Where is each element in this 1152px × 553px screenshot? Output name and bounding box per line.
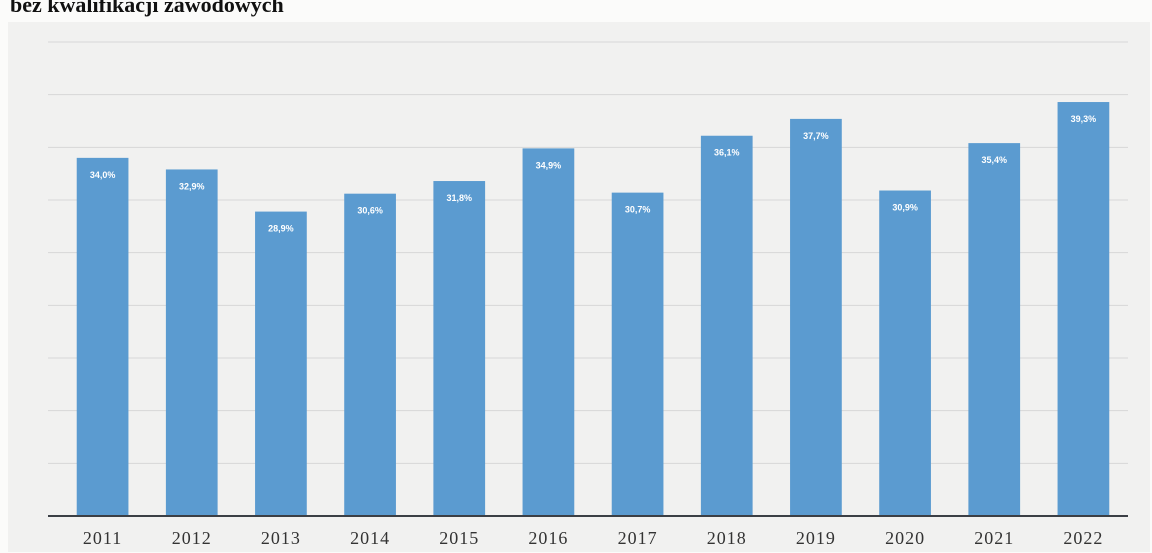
- data-label-2019: 37,7%: [803, 131, 829, 141]
- data-label-2015: 31,8%: [446, 193, 472, 203]
- bar-2013: [255, 211, 307, 516]
- data-label-2014: 30,6%: [357, 206, 383, 216]
- x-tick-2018: 2018: [707, 528, 747, 548]
- bar-chart: 34,0% 32,9% 28,9% 30,6% 31,8% 34,9% 30,7% 36,1%…: [48, 41, 1128, 548]
- chart-title: bez kwalifikacji zawodowych: [10, 0, 284, 17]
- bar-2022: [1057, 102, 1110, 516]
- bar-2021: [968, 143, 1021, 516]
- x-tick-labels: 2011 2012 2013 2014 2015 2016 2017 2018 2019 2020…: [83, 528, 1103, 548]
- bar-2012: [165, 169, 218, 516]
- data-label-2022: 39,3%: [1071, 114, 1097, 124]
- gridlines: [48, 41, 1128, 464]
- data-label-2018: 36,1%: [714, 148, 740, 158]
- x-tick-2017: 2017: [618, 528, 658, 548]
- bar-2020: [879, 190, 931, 516]
- x-tick-2022: 2022: [1063, 528, 1103, 548]
- bar-2014: [344, 193, 396, 516]
- data-label-2013: 28,9%: [268, 224, 294, 234]
- x-tick-2014: 2014: [350, 528, 390, 548]
- bar-2017: [611, 192, 664, 517]
- chart-area: 34,0% 32,9% 28,9% 30,6% 31,8% 34,9% 30,7% 36,1%…: [8, 22, 1150, 552]
- x-tick-2021: 2021: [974, 528, 1014, 548]
- x-tick-2012: 2012: [172, 528, 212, 548]
- data-label-2012: 32,9%: [179, 181, 205, 191]
- x-tick-2011: 2011: [83, 528, 122, 548]
- x-tick-2019: 2019: [796, 528, 836, 548]
- x-tick-2020: 2020: [885, 528, 925, 548]
- x-tick-2016: 2016: [528, 528, 568, 548]
- data-label-2020: 30,9%: [892, 203, 918, 213]
- data-label-2011: 34,0%: [90, 170, 116, 180]
- data-label-2016: 34,9%: [536, 160, 562, 170]
- x-tick-2015: 2015: [439, 528, 479, 548]
- bar-2016: [522, 148, 575, 516]
- x-tick-2013: 2013: [261, 528, 301, 548]
- bars: [76, 102, 1110, 517]
- data-label-2017: 30,7%: [625, 205, 651, 215]
- bar-2019: [790, 118, 842, 516]
- bar-2015: [433, 181, 486, 517]
- data-label-2021: 35,4%: [981, 155, 1007, 165]
- bar-2011: [76, 157, 129, 516]
- data-labels: 34,0% 32,9% 28,9% 30,6% 31,8% 34,9% 30,7% 36,1%…: [90, 114, 1096, 234]
- bar-2018: [700, 135, 753, 516]
